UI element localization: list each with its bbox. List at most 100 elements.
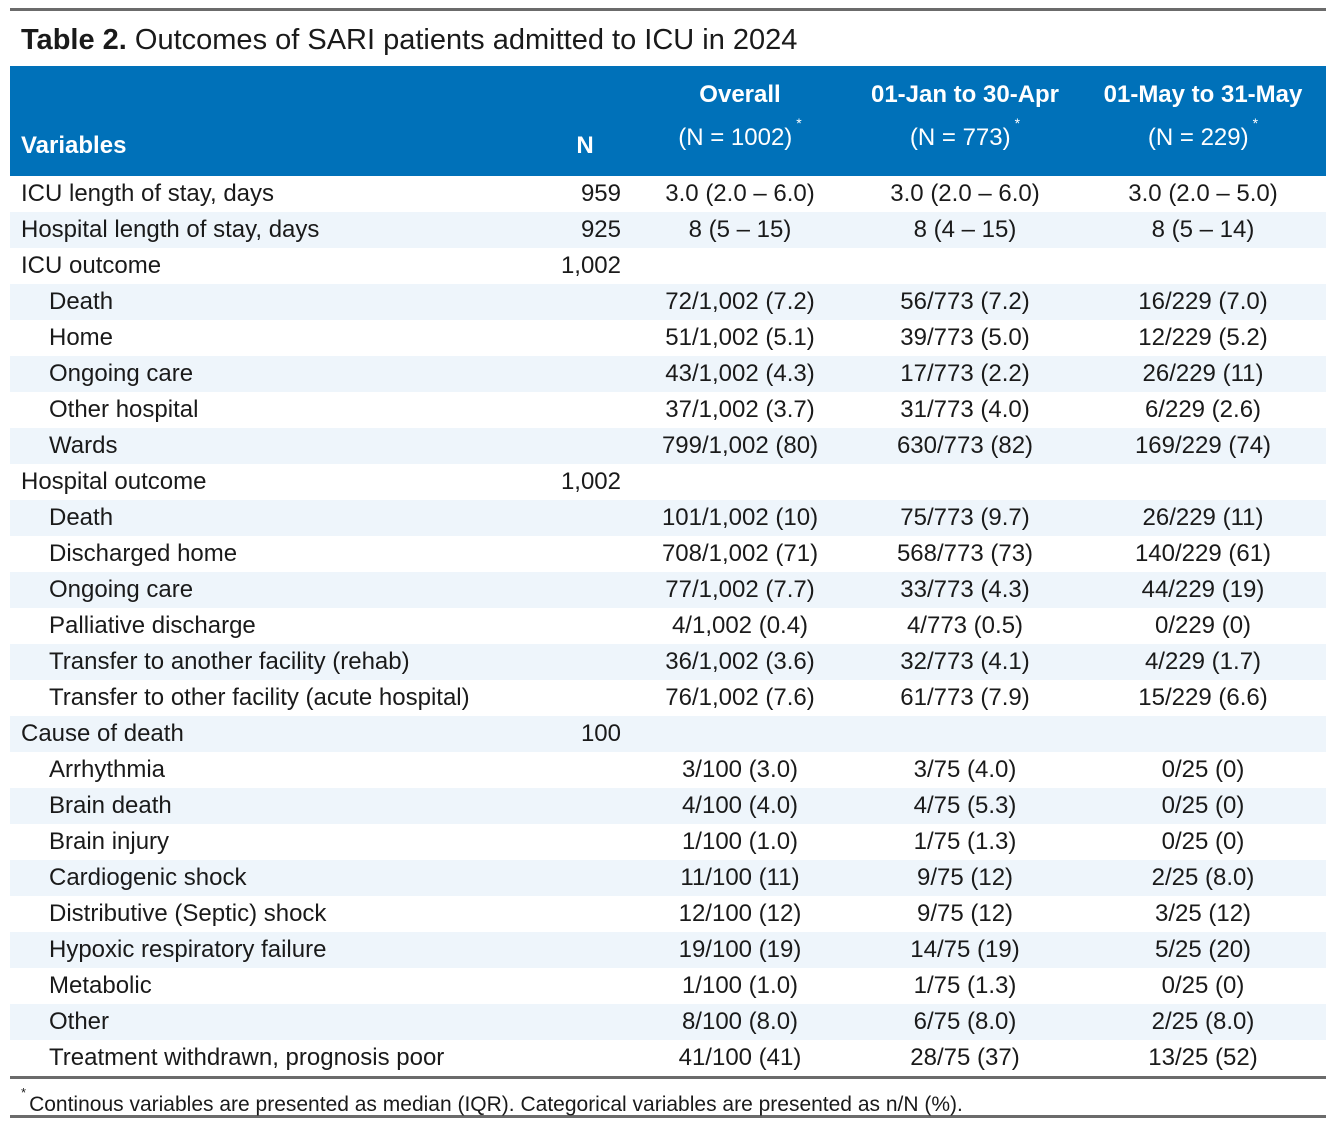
row-value: 630/773 (82) xyxy=(896,432,1034,459)
table-row: Metabolic 1/100 (1.0) 1/75 (1.3) 0/25 (0) xyxy=(10,968,1326,1004)
row-n xyxy=(558,824,630,860)
row-value xyxy=(1080,716,1326,752)
header-n: N xyxy=(576,132,594,159)
table-row: Death 101/1,002 (10) 75/773 (9.7) 26/229 (1… xyxy=(10,500,1326,536)
table-row: Hospital outcome 1,002 xyxy=(10,464,1326,500)
row-value: 6/75 (8.0) xyxy=(913,1008,1017,1035)
table-row: ICU outcome 1,002 xyxy=(10,248,1326,284)
row-label: Death xyxy=(49,288,114,315)
row-value: 140/229 (61) xyxy=(1134,540,1272,567)
row-value: 76/1,002 (7.6) xyxy=(665,684,815,711)
header-jan-apr: 01-Jan to 30-Apr (N = 773)* xyxy=(850,66,1080,176)
row-value: 33/773 (4.3) xyxy=(900,576,1030,603)
row-n xyxy=(558,356,630,392)
row-n xyxy=(558,1004,630,1040)
header-variables: Variables xyxy=(21,132,127,159)
row-value: 31/773 (4.0) xyxy=(900,396,1030,423)
row-value: 28/75 (37) xyxy=(910,1044,1020,1071)
row-value xyxy=(630,716,850,752)
row-value: 1/100 (1.0) xyxy=(681,828,799,855)
row-label: Transfer to other facility (acute hospit… xyxy=(49,684,470,711)
row-label: Cardiogenic shock xyxy=(49,864,247,891)
table-row: Brain death 4/100 (4.0) 4/75 (5.3) 0/25 (0) xyxy=(10,788,1326,824)
row-n: 1,002 xyxy=(560,468,621,495)
table-row: Transfer to other facility (acute hospit… xyxy=(10,680,1326,716)
row-value: 0/229 (0) xyxy=(1154,612,1252,639)
row-label: Cause of death xyxy=(21,720,184,747)
row-label: Palliative discharge xyxy=(49,612,256,639)
row-n xyxy=(558,932,630,968)
row-n xyxy=(558,752,630,788)
row-value: 799/1,002 (80) xyxy=(661,432,819,459)
row-value: 9/75 (12) xyxy=(916,864,1014,891)
top-rule xyxy=(10,8,1326,11)
row-value: 14/75 (19) xyxy=(910,936,1020,963)
row-value: 0/25 (0) xyxy=(1161,756,1245,783)
bottom-rule xyxy=(10,1076,1326,1079)
table-row: Transfer to another facility (rehab) 36/1… xyxy=(10,644,1326,680)
row-value: 19/100 (19) xyxy=(678,936,802,963)
row-value: 3/100 (3.0) xyxy=(681,756,799,783)
row-n: 1,002 xyxy=(560,252,621,279)
row-value: 1/75 (1.3) xyxy=(913,828,1017,855)
table-row: Cause of death 100 xyxy=(10,716,1326,752)
table-row: Other 8/100 (8.0) 6/75 (8.0) 2/25 (8.0) xyxy=(10,1004,1326,1040)
row-n: 100 xyxy=(580,720,621,747)
header-footnote-mark: * xyxy=(796,115,802,131)
row-value: 8 (4 – 15) xyxy=(913,216,1017,243)
row-value: 6/229 (2.6) xyxy=(1144,396,1262,423)
row-value: 1/75 (1.3) xyxy=(913,972,1017,999)
row-value: 0/25 (0) xyxy=(1161,828,1245,855)
header-row: Variables N Overall (N = 1002)* 01-Jan t… xyxy=(10,66,1326,176)
row-value: 3/25 (12) xyxy=(1154,900,1252,927)
row-value: 0/25 (0) xyxy=(1161,792,1245,819)
row-n xyxy=(558,320,630,356)
table-row: Arrhythmia 3/100 (3.0) 3/75 (4.0) 0/25 (0) xyxy=(10,752,1326,788)
row-label: Wards xyxy=(49,432,118,459)
table-row: Wards 799/1,002 (80) 630/773 (82) 169/229 (… xyxy=(10,428,1326,464)
row-n xyxy=(558,536,630,572)
row-value: 61/773 (7.9) xyxy=(900,684,1030,711)
row-value: 77/1,002 (7.7) xyxy=(665,576,815,603)
row-value: 9/75 (12) xyxy=(916,900,1014,927)
table-row: Treatment withdrawn, prognosis poor 41/10… xyxy=(10,1040,1326,1076)
row-label: Brain death xyxy=(49,792,172,819)
row-value: 5/25 (20) xyxy=(1154,936,1252,963)
row-label: Hospital outcome xyxy=(21,468,207,495)
row-n xyxy=(558,428,630,464)
table-header: Variables N Overall (N = 1002)* 01-Jan t… xyxy=(10,66,1326,176)
row-label: Hypoxic respiratory failure xyxy=(49,936,327,963)
table-title-label: Table 2. xyxy=(21,24,127,56)
header-col-count: (N = 1002) xyxy=(678,124,793,151)
row-value xyxy=(1080,464,1326,500)
row-n xyxy=(558,896,630,932)
row-label: Other xyxy=(49,1008,110,1035)
row-value xyxy=(630,248,850,284)
row-label: Ongoing care xyxy=(49,360,194,387)
row-value: 4/75 (5.3) xyxy=(913,792,1017,819)
row-n: 959 xyxy=(580,180,621,207)
row-value: 36/1,002 (3.6) xyxy=(665,648,815,675)
row-label: Treatment withdrawn, prognosis poor xyxy=(49,1044,445,1071)
header-footnote-mark: * xyxy=(1252,115,1259,131)
outcomes-table: Variables N Overall (N = 1002)* 01-Jan t… xyxy=(10,66,1326,1076)
row-label: Distributive (Septic) shock xyxy=(49,900,327,927)
row-value: 56/773 (7.2) xyxy=(900,288,1030,315)
row-n xyxy=(558,968,630,1004)
row-n xyxy=(558,860,630,896)
row-n: 925 xyxy=(580,216,621,243)
row-value: 11/100 (11) xyxy=(680,864,800,891)
row-value xyxy=(1080,248,1326,284)
row-n xyxy=(558,500,630,536)
table-row: Hospital length of stay, days 925 8 (5 – 1… xyxy=(10,212,1326,248)
row-value: 12/100 (12) xyxy=(678,900,802,927)
row-label: Ongoing care xyxy=(49,576,194,603)
row-value: 17/773 (2.2) xyxy=(900,360,1030,387)
row-value: 26/229 (11) xyxy=(1142,360,1264,387)
table-row: Discharged home 708/1,002 (71) 568/773 (73… xyxy=(10,536,1326,572)
row-label: Death xyxy=(49,504,114,531)
header-overall: Overall (N = 1002)* xyxy=(630,66,850,176)
row-label: ICU length of stay, days xyxy=(21,180,275,207)
row-value: 3/75 (4.0) xyxy=(913,756,1017,783)
row-value: 3.0 (2.0 – 6.0) xyxy=(890,180,1040,207)
